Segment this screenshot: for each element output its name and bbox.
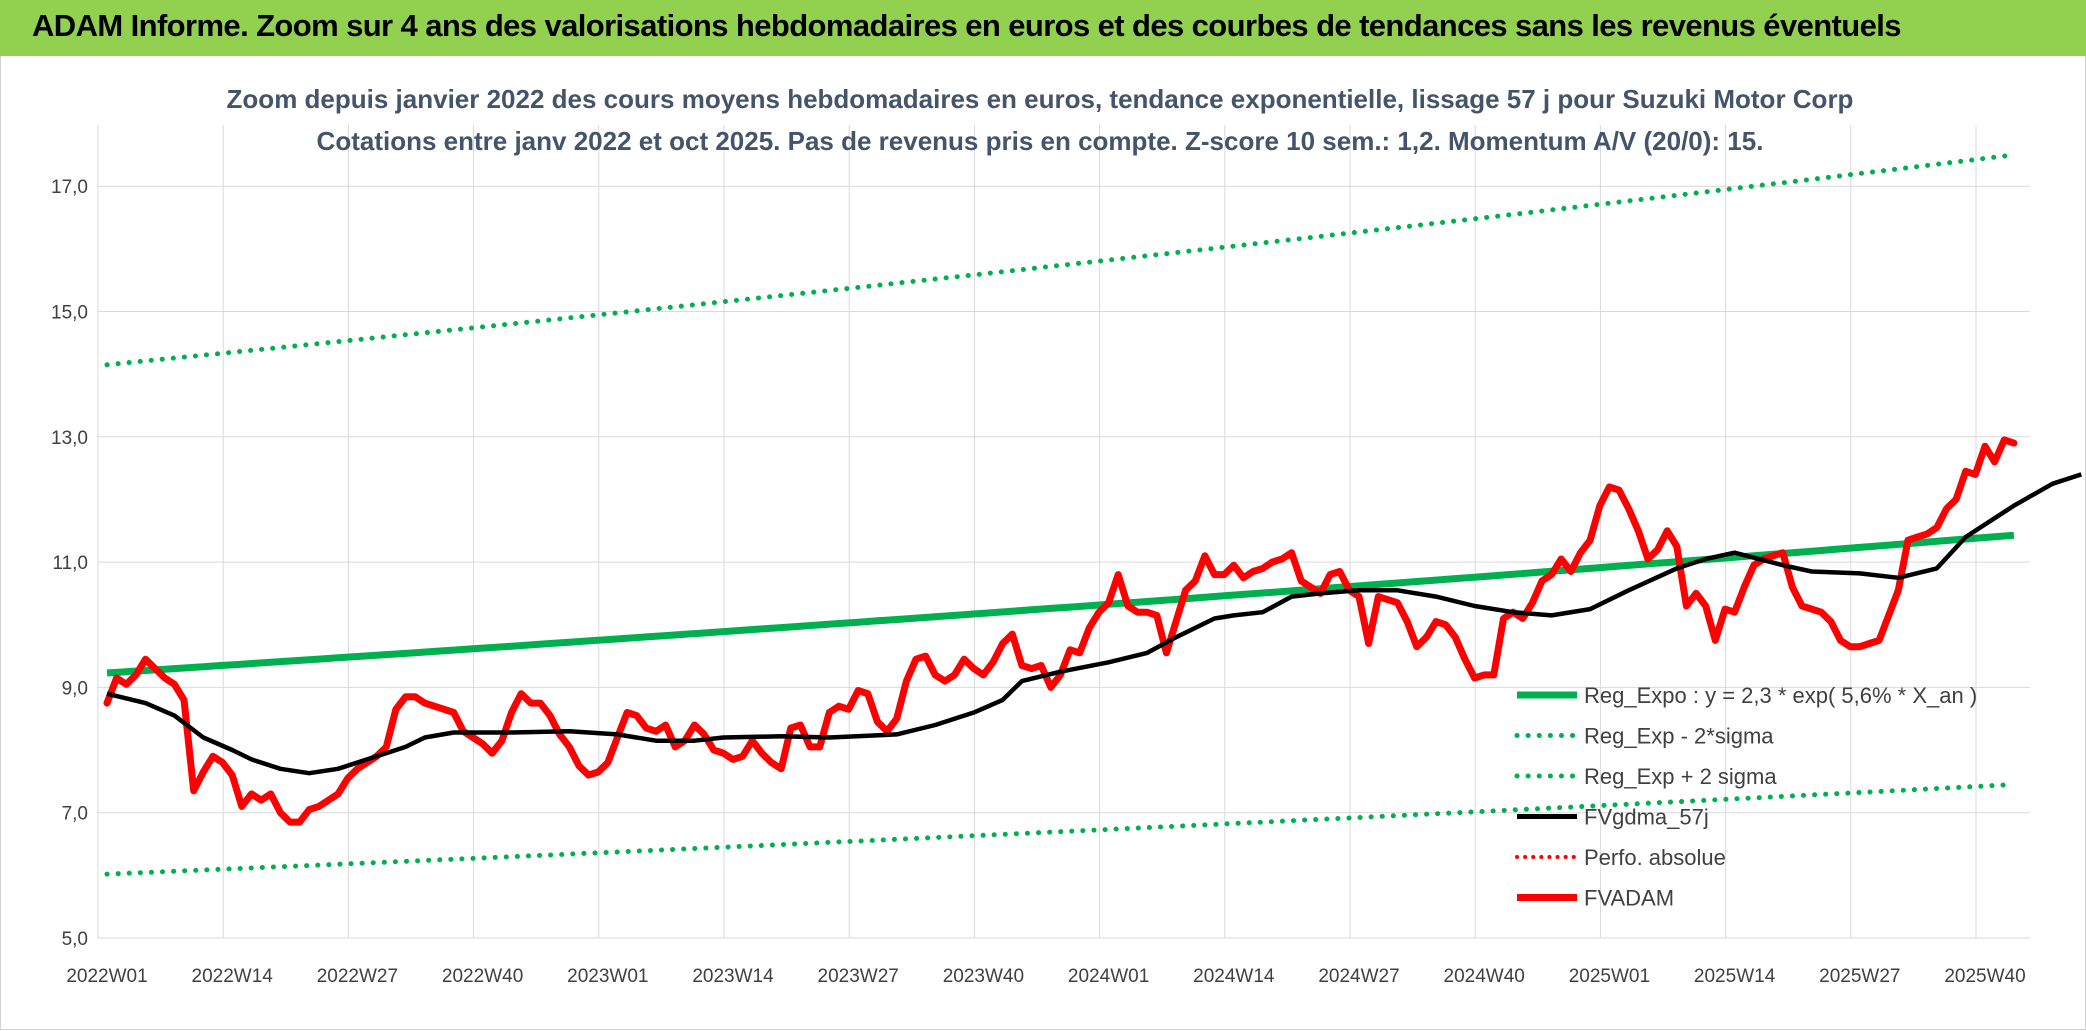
- plot-series: [103, 152, 2082, 877]
- x-tick-label: 2023W01: [567, 966, 648, 987]
- grid-lines: [97, 125, 2030, 939]
- chart-title: Zoom depuis janvier 2022 des cours moyen…: [227, 84, 1854, 114]
- legend: Reg_Expo : y = 2,3 * exp( 5,6% * X_an ) R…: [1514, 683, 1977, 911]
- y-axis-ticks: 5,0 7,0 9,0 11,0 13,0 15,0 17,0: [51, 177, 88, 950]
- x-tick-label: 2024W27: [1318, 966, 1399, 987]
- x-tick-label: 2022W01: [66, 966, 147, 987]
- y-tick-label: 13,0: [51, 428, 88, 449]
- x-tick-label: 2022W40: [442, 966, 523, 987]
- x-tick-label: 2023W27: [818, 966, 899, 987]
- x-tick-label: 2025W27: [1819, 966, 1900, 987]
- reg-minus-2sigma-line: [104, 782, 2017, 877]
- x-tick-label: 2025W14: [1694, 966, 1776, 987]
- y-tick-label: 5,0: [62, 929, 88, 950]
- x-tick-label: 2024W14: [1193, 966, 1275, 987]
- chart-subtitle: Cotations entre janv 2022 et oct 2025. P…: [317, 126, 1764, 156]
- x-tick-label: 2023W40: [943, 966, 1024, 987]
- legend-label: Perfo. absolue: [1584, 845, 1726, 870]
- legend-label: Reg_Expo : y = 2,3 * exp( 5,6% * X_an ): [1584, 683, 1977, 708]
- x-axis-ticks: 2022W01 2022W14 2022W27 2022W40 2023W01 2023W…: [66, 966, 2025, 987]
- x-tick-label: 2024W01: [1068, 966, 1149, 987]
- legend-label: Reg_Exp - 2*sigma: [1584, 724, 1774, 749]
- x-tick-label: 2022W14: [192, 966, 274, 987]
- y-tick-label: 7,0: [62, 804, 88, 825]
- x-tick-label: 2024W40: [1444, 966, 1525, 987]
- y-tick-label: 15,0: [51, 303, 88, 324]
- x-tick-label: 2023W14: [692, 966, 774, 987]
- fvgdma-line: [106, 472, 2082, 776]
- legend-label: FVgdma_57j: [1584, 805, 1709, 830]
- banner-title: ADAM Informe. Zoom sur 4 ans des valoris…: [32, 8, 1902, 43]
- y-tick-label: 17,0: [51, 177, 88, 198]
- x-tick-label: 2025W01: [1569, 966, 1650, 987]
- fvadam-line: [103, 436, 2018, 826]
- x-tick-label: 2025W40: [1944, 966, 2025, 987]
- x-tick-label: 2022W27: [317, 966, 398, 987]
- y-tick-label: 11,0: [52, 553, 88, 574]
- reg-plus-2sigma-line: [104, 152, 2017, 368]
- legend-label: FVADAM: [1584, 886, 1674, 911]
- y-tick-label: 9,0: [62, 678, 88, 699]
- header-banner: ADAM Informe. Zoom sur 4 ans des valoris…: [0, 0, 2086, 56]
- legend-label: Reg_Exp + 2 sigma: [1584, 764, 1777, 789]
